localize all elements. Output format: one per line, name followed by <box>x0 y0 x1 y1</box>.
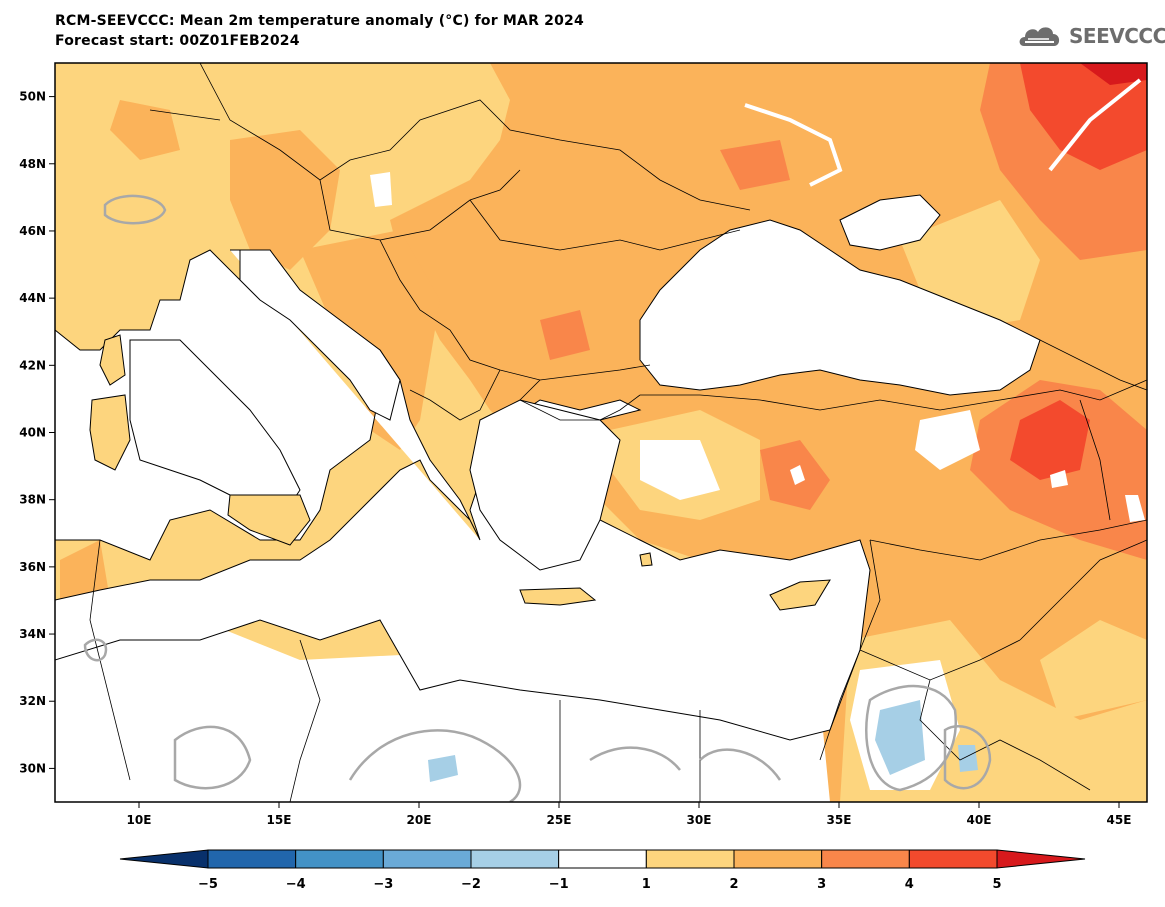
island-cyprus <box>769 579 831 611</box>
colorbar-bin <box>733 849 823 869</box>
anomaly-zone-neutral-turkey <box>915 410 980 470</box>
colorbar-label: 4 <box>905 877 914 892</box>
lat-label: 48N <box>19 157 46 171</box>
anomaly-zone-5plus <box>1080 63 1147 85</box>
lon-label: 10E <box>127 813 152 827</box>
forecast-start: Forecast start: 00Z01FEB2024 <box>55 33 300 49</box>
lat-label: 36N <box>19 560 46 574</box>
anomaly-zone-neutral-turkey-w <box>640 440 720 500</box>
lat-label: 40N <box>19 426 46 440</box>
anomaly-zone-neg-libya <box>428 755 458 782</box>
island-sardinia <box>89 394 131 471</box>
lon-label: 35E <box>827 813 852 827</box>
cloud-icon <box>1019 27 1060 46</box>
lake-east2 <box>1125 495 1145 522</box>
lon-label: 25E <box>547 813 572 827</box>
lat-label: 38N <box>19 493 46 507</box>
anomaly-zone-4-5-caucasus <box>1010 400 1090 480</box>
colorbar-label: 5 <box>992 877 1001 892</box>
aegean-sea <box>469 399 621 571</box>
anomaly-zone-3-4-romania <box>540 310 590 360</box>
anomaly-zone-3-4-ukraine <box>720 140 790 190</box>
colorbar-bin <box>470 849 560 869</box>
anomaly-zone-4-5-russia <box>1020 63 1147 170</box>
lake-east <box>1050 470 1068 488</box>
colorbar-label: −3 <box>373 877 393 892</box>
lat-label: 34N <box>19 627 46 641</box>
colorbar-bin <box>645 849 735 869</box>
lon-label: 45E <box>1107 813 1132 827</box>
colorbar-extend-low <box>119 849 209 869</box>
lon-label: 20E <box>407 813 432 827</box>
lon-label: 30E <box>687 813 712 827</box>
latitude-axis: 50N 48N 46N 44N 42N 40N 38N 36N 34N 32N 30N <box>19 90 55 775</box>
anomaly-contours <box>83 194 992 802</box>
anomaly-zone-neg-jordan <box>875 700 925 775</box>
colorbar-bin <box>821 849 910 869</box>
lake-swiss <box>370 172 392 207</box>
colorbar-label: −5 <box>198 877 218 892</box>
anomaly-zone-1-2-arabia <box>1040 620 1147 720</box>
island-rhodes <box>639 552 653 567</box>
colorbar-label: −2 <box>461 877 481 892</box>
lat-label: 32N <box>19 694 46 708</box>
lat-label: 30N <box>19 761 46 775</box>
longitude-axis: 10E 15E 20E 25E 30E 35E 40E 45E <box>127 802 1132 827</box>
lat-label: 46N <box>19 224 46 238</box>
river-russia <box>1048 78 1142 172</box>
black-sea <box>639 219 1041 396</box>
colorbar-bin <box>382 849 472 869</box>
lat-label: 50N <box>19 90 46 104</box>
anomaly-zone-neg-jordan-e <box>958 745 978 772</box>
colorbar-label: −4 <box>286 877 306 892</box>
logo-text: SEEVCCC <box>1069 24 1165 48</box>
colorbar-extend-high <box>996 849 1086 869</box>
azov-sea <box>839 194 941 251</box>
seevccc-logo: SEEVCCC <box>1016 20 1165 52</box>
anomaly-zone-neutral-africa <box>55 600 830 802</box>
island-crete <box>519 587 597 606</box>
colorbar-bin <box>908 849 998 869</box>
anomaly-zone-2-3-balkan <box>300 230 440 450</box>
colorbar-label: −1 <box>549 877 569 892</box>
island-sicily <box>227 494 311 546</box>
lat-label: 44N <box>19 291 46 305</box>
lon-label: 15E <box>267 813 292 827</box>
anomaly-zone-2-3-center <box>230 130 340 270</box>
lat-label: 42N <box>19 358 46 372</box>
colorbar-label: 3 <box>817 877 826 892</box>
lon-label: 40E <box>967 813 992 827</box>
colorbar-label: 2 <box>729 877 738 892</box>
anomaly-zone-2-3-north <box>110 100 180 160</box>
colorbar-bin <box>295 849 384 869</box>
colorbar: −5 −4 −3 −2 −1 1 2 3 4 5 <box>119 849 1086 892</box>
colorbar-bin <box>207 849 297 869</box>
adriatic-sea <box>239 249 401 421</box>
map-title: RCM-SEEVCCC: Mean 2m temperature anomaly… <box>55 13 584 29</box>
river-ukraine <box>744 103 843 187</box>
colorbar-bin <box>558 849 647 869</box>
island-corsica <box>99 334 126 386</box>
lake-turkey <box>790 465 805 485</box>
colorbar-label: 1 <box>642 877 651 892</box>
map-field <box>55 63 1147 802</box>
